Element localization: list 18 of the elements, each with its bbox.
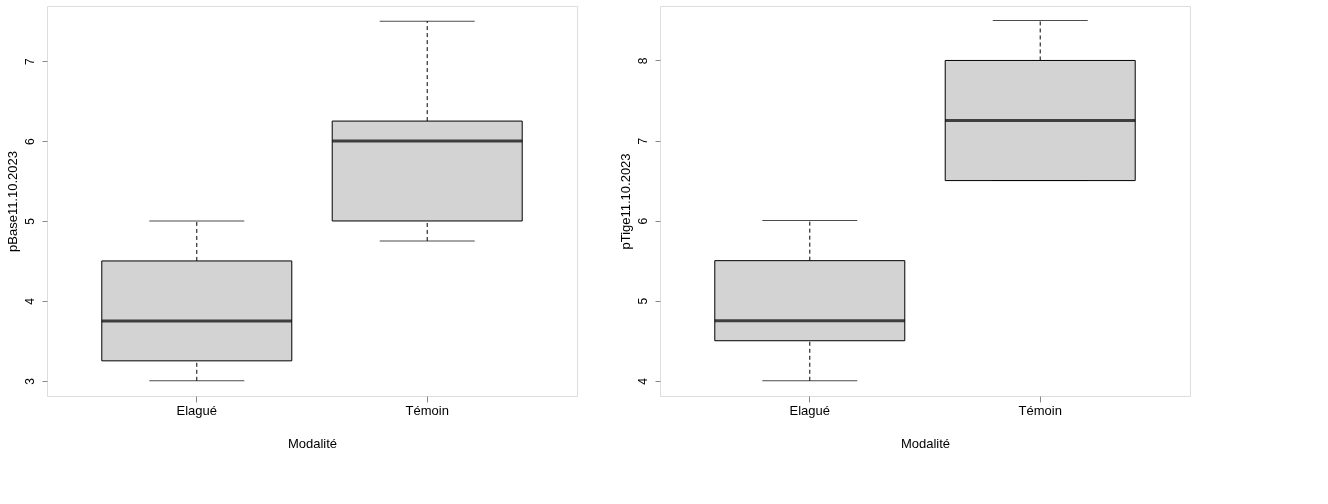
y-tick-label: 4 <box>635 377 650 385</box>
y-tick-label: 5 <box>635 297 650 305</box>
y-tick-label: 4 <box>22 297 37 305</box>
y-tick-label: 6 <box>635 217 650 225</box>
y-axis-title: pBase11.10.2023 <box>4 151 20 252</box>
x-axis-title: Modalité <box>287 435 338 451</box>
y-tick-label: 7 <box>635 137 650 145</box>
x-axis-title: Modalité <box>900 435 951 451</box>
x-tick-label: Témoin <box>405 402 449 418</box>
y-tick-label: 3 <box>22 377 37 385</box>
y-tick-label: 5 <box>22 217 37 225</box>
x-tick-label: Témoin <box>1018 402 1062 418</box>
x-tick-label: Elagué <box>789 402 831 418</box>
x-tick-label: Elagué <box>176 402 218 418</box>
y-tick-label: 6 <box>22 137 37 145</box>
y-tick-label: 7 <box>22 57 37 65</box>
y-tick-label: 8 <box>635 57 650 65</box>
y-axis-title: pTige11.10.2023 <box>617 153 633 250</box>
